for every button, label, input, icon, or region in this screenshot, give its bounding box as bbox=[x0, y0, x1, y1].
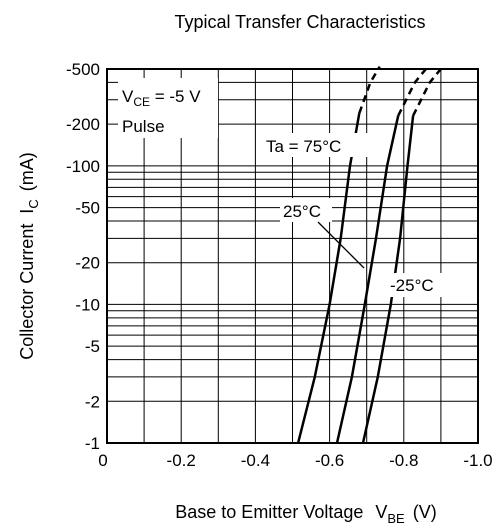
x-tick-label: 0 bbox=[98, 451, 107, 470]
label-25c-leader bbox=[317, 221, 365, 269]
label-25c: 25°C bbox=[280, 198, 365, 269]
y-tick-label: -5 bbox=[85, 337, 100, 356]
label-75c: Ta = 75°C bbox=[263, 133, 369, 157]
x-label-symbol: V bbox=[375, 502, 387, 522]
svg-text:-25°C: -25°C bbox=[390, 276, 434, 295]
vce-value: = -5 V bbox=[150, 87, 201, 106]
curve-solid-2 bbox=[361, 115, 415, 444]
vce-condition: VCE = -5 V bbox=[122, 87, 201, 109]
y-tick-label: -10 bbox=[75, 295, 100, 314]
y-tick-label: -50 bbox=[75, 199, 100, 218]
x-label-unit: (V) bbox=[413, 502, 437, 522]
x-tick-label: -0.6 bbox=[315, 451, 344, 470]
svg-text:Collector CurrentIC(mA): Collector Current IC (mA) bbox=[17, 152, 41, 359]
y-label-symbol: I bbox=[17, 209, 37, 214]
x-tick-label: -0.2 bbox=[167, 451, 196, 470]
curve-dashed-2 bbox=[411, 65, 444, 117]
svg-text:Ta = 75°C: Ta = 75°C bbox=[266, 137, 341, 156]
x-tick-label: -0.4 bbox=[241, 451, 270, 470]
y-label-main: Collector Current bbox=[17, 224, 37, 360]
y-tick-label: -20 bbox=[75, 254, 100, 273]
plot-frame bbox=[106, 68, 479, 444]
vce-subscript: CE bbox=[133, 95, 150, 109]
y-label-unit: (mA) bbox=[17, 152, 37, 191]
y-axis-label: Collector Current IC (mA) bbox=[17, 152, 41, 359]
y-tick-labels: -1 -2 -5 -10 -20 -50 -100 -200 -500 bbox=[66, 60, 100, 453]
y-tick-label: -200 bbox=[66, 115, 100, 134]
vce-symbol: V bbox=[122, 87, 134, 106]
curve-dashed-1 bbox=[397, 65, 429, 117]
x-label-main: Base to Emitter Voltage bbox=[175, 502, 363, 522]
y-tick-label: -100 bbox=[66, 157, 100, 176]
curve-solid-1 bbox=[335, 115, 400, 444]
curves bbox=[296, 65, 444, 444]
label-minus25c: -25°C bbox=[388, 273, 452, 297]
x-tick-labels: 0 -0.2 -0.4 -0.6 -0.8 -1.0 bbox=[98, 451, 492, 470]
pulse-condition: Pulse bbox=[122, 117, 165, 136]
x-tick-label: -0.8 bbox=[389, 451, 418, 470]
y-tick-label: -1 bbox=[85, 434, 100, 453]
x-axis-label: Base to Emitter Voltage VBE (V) bbox=[175, 502, 436, 526]
chart-title: Typical Transfer Characteristics bbox=[174, 12, 425, 32]
x-tick-label: -1.0 bbox=[463, 451, 492, 470]
curve-dashed-0 bbox=[358, 65, 381, 114]
x-label-subscript: BE bbox=[387, 511, 405, 526]
curve-solid-0 bbox=[296, 112, 361, 444]
condition-box bbox=[118, 78, 218, 138]
y-tick-label: -2 bbox=[85, 392, 100, 411]
svg-text:25°C: 25°C bbox=[283, 202, 321, 221]
y-tick-label: -500 bbox=[66, 60, 100, 79]
y-label-subscript: C bbox=[26, 199, 41, 208]
